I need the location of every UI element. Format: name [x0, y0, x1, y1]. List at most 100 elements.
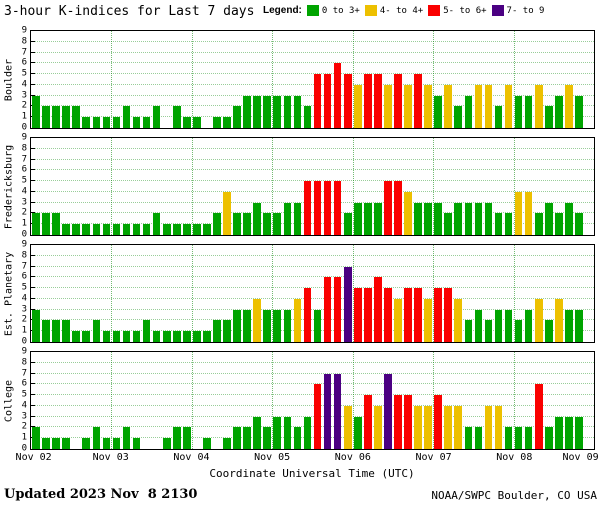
k-index-bar: [253, 298, 262, 342]
legend-swatch-1: [364, 5, 377, 16]
gridline-vertical: [513, 352, 515, 449]
k-index-bar: [374, 202, 382, 235]
k-index-bar: [424, 84, 432, 128]
k-index-bar: [514, 427, 523, 449]
k-index-bar: [223, 320, 231, 342]
k-index-bar: [162, 438, 171, 449]
y-tick-label: 7: [21, 368, 27, 379]
y-tick-label: 3: [21, 304, 27, 315]
k-index-bar: [32, 427, 40, 449]
gridline-horizontal: [31, 265, 594, 267]
gridline-horizontal: [31, 361, 594, 363]
k-index-bar: [394, 181, 402, 235]
y-tick-label: 8: [21, 357, 27, 368]
k-index-bar: [263, 309, 272, 342]
k-index-bar: [92, 117, 101, 128]
k-index-bar: [544, 320, 553, 342]
k-index-bar: [524, 95, 533, 128]
y-tick-mark: [31, 383, 35, 385]
gridline-horizontal: [31, 51, 594, 53]
k-index-bar: [484, 320, 493, 342]
k-index-bar: [353, 202, 362, 235]
k-index-bar: [233, 309, 241, 342]
gridline-horizontal: [31, 169, 594, 171]
k-index-bar: [404, 288, 412, 342]
k-index-bar: [444, 288, 453, 342]
k-index-bar: [42, 213, 50, 235]
y-tick-label: 0: [21, 122, 27, 133]
k-index-bar: [132, 224, 141, 235]
k-index-bar: [142, 117, 151, 128]
k-index-bar: [152, 331, 161, 342]
gridline-horizontal: [31, 83, 594, 85]
x-tick-label: Nov 07: [415, 452, 452, 463]
k-index-bar: [434, 288, 442, 342]
y-tick-mark: [31, 147, 35, 149]
gridline-horizontal: [31, 426, 594, 428]
k-index-bar: [323, 373, 332, 449]
y-tick-label: 9: [21, 346, 27, 357]
y-tick-label: 0: [21, 336, 27, 347]
k-index-bar: [92, 427, 101, 449]
k-index-bar: [62, 106, 70, 128]
k-index-bar: [524, 309, 533, 342]
kindex-panel-college: 0 1 2 3 4 5 6 7 8 9 College: [4, 347, 595, 453]
legend-item-1: 4- to 4+: [364, 5, 423, 16]
k-index-bar: [263, 95, 272, 128]
k-index-bar: [112, 224, 121, 235]
k-index-bar: [474, 309, 483, 342]
y-tick-label: 1: [21, 218, 27, 229]
k-index-bar: [132, 331, 141, 342]
y-tick-label: 2: [21, 314, 27, 325]
k-index-bar: [183, 224, 191, 235]
y-tick-label: 3: [21, 411, 27, 422]
k-index-bar: [122, 224, 131, 235]
station-label-fredericksburg: Fredericksburg: [3, 144, 15, 229]
k-index-bar: [554, 416, 563, 449]
k-index-bar: [424, 202, 432, 235]
k-index-bar: [223, 438, 231, 449]
k-index-bar: [575, 416, 583, 449]
x-tick-label: Nov 04: [173, 452, 210, 463]
gridline-vertical: [111, 31, 113, 128]
k-index-bar: [122, 106, 131, 128]
gridline-horizontal: [31, 437, 594, 439]
y-tick-mark: [31, 180, 35, 182]
k-index-bar: [82, 331, 91, 342]
x-tick-label: Nov 03: [92, 452, 129, 463]
legend-item-3: 7- to 9: [491, 5, 544, 16]
gridline-horizontal: [31, 287, 594, 289]
y-tick-mark: [31, 426, 35, 428]
k-index-bar: [464, 320, 473, 342]
k-index-bar: [203, 438, 211, 449]
k-index-bar: [32, 309, 40, 342]
k-index-bar: [374, 277, 382, 342]
y-tick-label: 8: [21, 143, 27, 154]
k-index-bar: [172, 224, 181, 235]
k-index-bar: [343, 213, 352, 235]
k-index-bar: [374, 405, 382, 449]
k-index-bar: [333, 277, 342, 342]
y-tick-mark: [31, 276, 35, 278]
plot-area-boulder: [30, 30, 595, 129]
k-index-bar: [484, 84, 493, 128]
k-index-bar: [504, 427, 513, 449]
gridline-horizontal: [31, 201, 594, 203]
gridline-vertical: [352, 138, 354, 235]
k-index-bar: [363, 74, 372, 128]
k-index-bar: [62, 224, 70, 235]
gridline-vertical: [352, 245, 354, 342]
gridline-horizontal: [31, 73, 594, 75]
k-index-bar: [102, 331, 111, 342]
station-label-boulder: Boulder: [3, 58, 15, 101]
y-tick-mark: [31, 73, 35, 75]
k-index-bar: [273, 213, 282, 235]
legend-item-0: 0 to 3+: [306, 5, 360, 16]
k-index-bar: [464, 95, 473, 128]
y-tick-label: 1: [21, 325, 27, 336]
gridline-vertical: [352, 31, 354, 128]
k-index-bar: [303, 181, 312, 235]
gridline-horizontal: [31, 404, 594, 406]
k-index-bar: [504, 309, 513, 342]
y-tick-label: 5: [21, 389, 27, 400]
